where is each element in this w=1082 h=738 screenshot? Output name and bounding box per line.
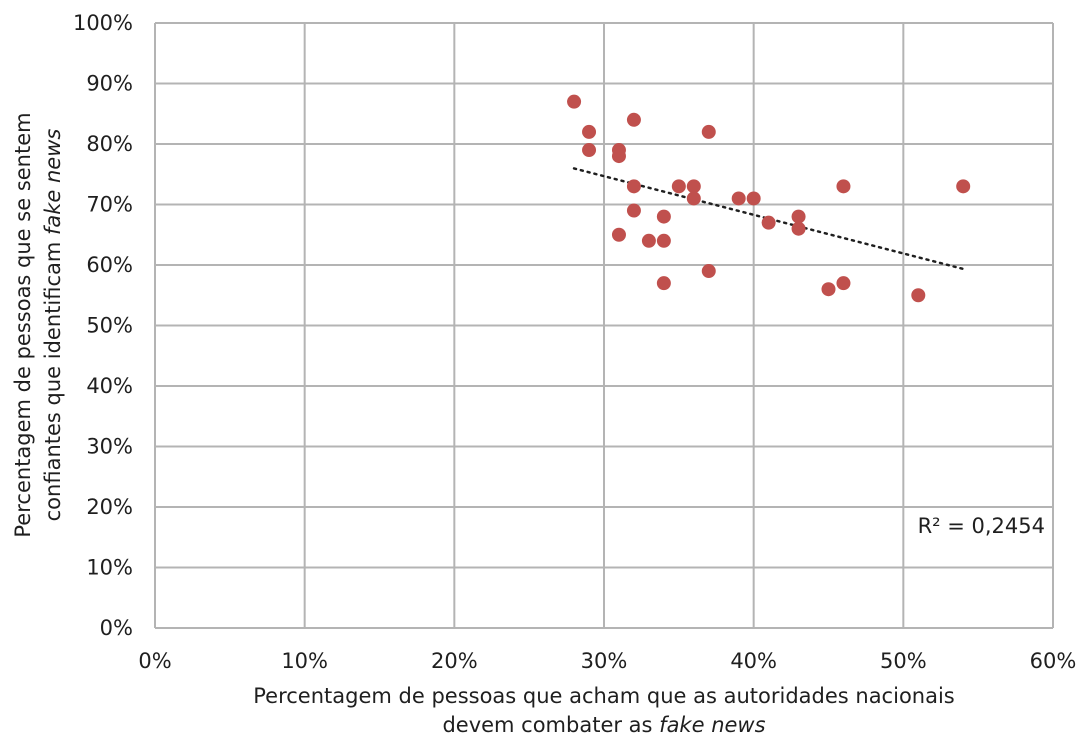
data-point <box>626 179 641 194</box>
y-axis-title-line2: confiantes que identificam fake news <box>41 129 65 522</box>
data-point <box>626 112 641 127</box>
data-point <box>582 143 597 158</box>
data-point <box>656 233 671 248</box>
data-point <box>626 203 641 218</box>
data-point <box>656 209 671 224</box>
y-tick-label: 50% <box>86 314 133 338</box>
trendline <box>572 167 965 271</box>
y-axis-title-line1: Percentagem de pessoas que se sentem <box>11 112 35 537</box>
data-point <box>611 149 626 164</box>
y-tick-label: 80% <box>86 132 133 156</box>
x-tick-label: 30% <box>581 649 628 673</box>
x-tick-label: 10% <box>281 649 328 673</box>
data-point <box>761 215 776 230</box>
x-tick-label: 20% <box>431 649 478 673</box>
x-axis-title-line1: Percentagem de pessoas que acham que as … <box>253 684 955 708</box>
x-axis-title-line2: devem combater as fake news <box>442 713 765 737</box>
y-tick-label: 30% <box>86 435 133 459</box>
data-point <box>911 288 926 303</box>
x-axis-title-line2-prefix: devem combater as <box>442 713 659 737</box>
y-tick-label: 60% <box>86 253 133 277</box>
x-tick-label: 50% <box>880 649 927 673</box>
x-axis-title: Percentagem de pessoas que acham que as … <box>253 684 955 737</box>
data-point <box>701 124 716 139</box>
x-tick-label: 40% <box>730 649 777 673</box>
data-point <box>731 191 746 206</box>
x-tick-label: 60% <box>1030 649 1077 673</box>
y-tick-label: 10% <box>86 556 133 580</box>
y-axis-ticks: 0% 10% 20% 30% 40% 50% 60% 70% 80% 90% 100% <box>73 11 133 640</box>
data-point <box>686 191 701 206</box>
y-axis-title-line2-italic: fake news <box>41 129 65 235</box>
y-tick-label: 100% <box>73 11 133 35</box>
data-point <box>641 233 656 248</box>
data-point <box>836 179 851 194</box>
y-tick-label: 90% <box>86 72 133 96</box>
data-point <box>746 191 761 206</box>
data-point <box>791 209 806 224</box>
r-squared-label: R² = 0,2454 <box>918 514 1045 538</box>
y-tick-label: 70% <box>86 193 133 217</box>
data-point <box>956 179 971 194</box>
x-axis-title-line2-italic: fake news <box>659 713 765 737</box>
y-axis-title: Percentagem de pessoas que se sentem con… <box>11 112 65 537</box>
grid <box>154 22 1054 629</box>
data-point <box>701 264 716 279</box>
data-point <box>611 227 626 242</box>
x-tick-label: 0% <box>138 649 171 673</box>
x-axis-ticks: 0% 10% 20% 30% 40% 50% 60% <box>138 649 1076 673</box>
y-axis-title-line2-prefix: confiantes que identificam <box>41 235 65 521</box>
data-point <box>671 179 686 194</box>
data-point <box>791 221 806 236</box>
data-point <box>582 124 597 139</box>
data-point <box>656 276 671 291</box>
data-point <box>836 276 851 291</box>
y-tick-label: 40% <box>86 374 133 398</box>
y-tick-label: 0% <box>100 616 133 640</box>
trendline-layer <box>572 167 965 271</box>
data-point <box>821 282 836 297</box>
y-tick-label: 20% <box>86 495 133 519</box>
data-points <box>567 94 971 303</box>
data-point <box>567 94 582 109</box>
data-point <box>686 179 701 194</box>
